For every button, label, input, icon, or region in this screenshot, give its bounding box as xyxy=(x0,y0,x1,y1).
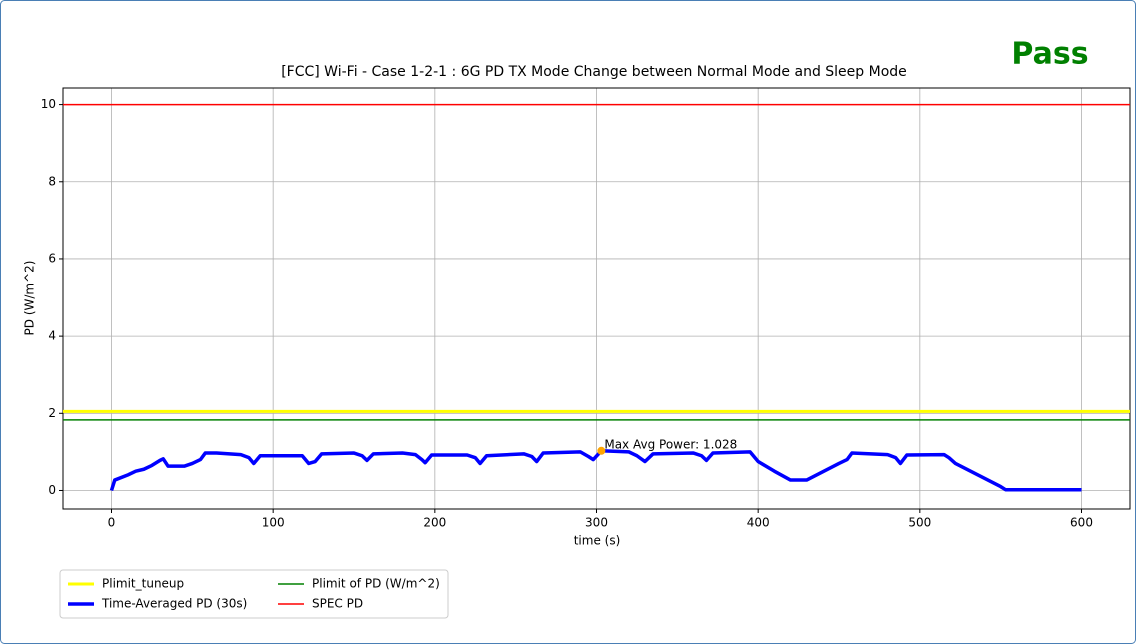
chart-title: [FCC] Wi-Fi - Case 1-2-1 : 6G PD TX Mode… xyxy=(281,64,907,80)
status: Pass xyxy=(1011,37,1088,72)
y-tick-label: 2 xyxy=(48,406,56,420)
x-tick-label: 200 xyxy=(423,516,446,530)
x-tick-label: 600 xyxy=(1070,516,1093,530)
x-tick-label: 300 xyxy=(585,516,608,530)
legend-label: Time-Averaged PD (30s) xyxy=(101,597,247,611)
legend-label: Plimit of PD (W/m^2) xyxy=(312,577,440,591)
max-point xyxy=(597,446,606,455)
max-annotation: Max Avg Power: 1.028 xyxy=(604,437,737,451)
x-tick-label: 500 xyxy=(908,516,931,530)
data-line xyxy=(109,449,1082,492)
x-tick-label: 100 xyxy=(262,516,285,530)
x-tick-label: 400 xyxy=(747,516,770,530)
y-tick-label: 10 xyxy=(41,97,56,111)
y-tick-label: 8 xyxy=(48,174,56,188)
legend xyxy=(59,569,449,619)
x-axis-label: time (s) xyxy=(574,534,621,548)
x-tick-label: 0 xyxy=(108,516,116,530)
y-axis-label: PD (W/m^2) xyxy=(23,261,37,336)
legend-label: SPEC PD xyxy=(312,597,363,611)
legend-label: Plimit_tuneup xyxy=(102,577,184,591)
y-tick-label: 0 xyxy=(48,483,56,497)
plot-area xyxy=(62,87,1131,510)
y-tick-label: 6 xyxy=(48,251,56,265)
y-tick-label: 4 xyxy=(48,329,56,343)
